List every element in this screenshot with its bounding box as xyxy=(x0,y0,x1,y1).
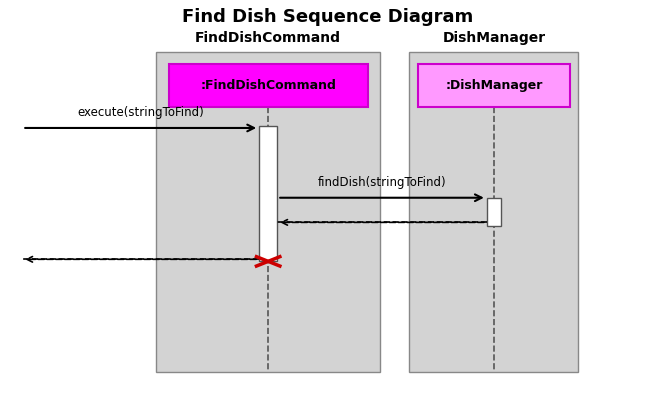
Text: execute(stringToFind): execute(stringToFind) xyxy=(77,106,204,119)
Text: :FindDishCommand: :FindDishCommand xyxy=(200,79,336,92)
Bar xyxy=(259,126,277,261)
Text: Find Dish Sequence Diagram: Find Dish Sequence Diagram xyxy=(182,8,474,26)
Bar xyxy=(409,52,579,372)
Bar xyxy=(169,64,367,107)
Text: DishManager: DishManager xyxy=(442,31,545,45)
Bar xyxy=(155,52,380,372)
Text: :DishManager: :DishManager xyxy=(445,79,543,92)
Bar xyxy=(487,198,501,226)
Bar xyxy=(418,64,570,107)
Text: findDish(stringToFind): findDish(stringToFind) xyxy=(318,176,446,189)
Text: FindDishCommand: FindDishCommand xyxy=(195,31,341,45)
